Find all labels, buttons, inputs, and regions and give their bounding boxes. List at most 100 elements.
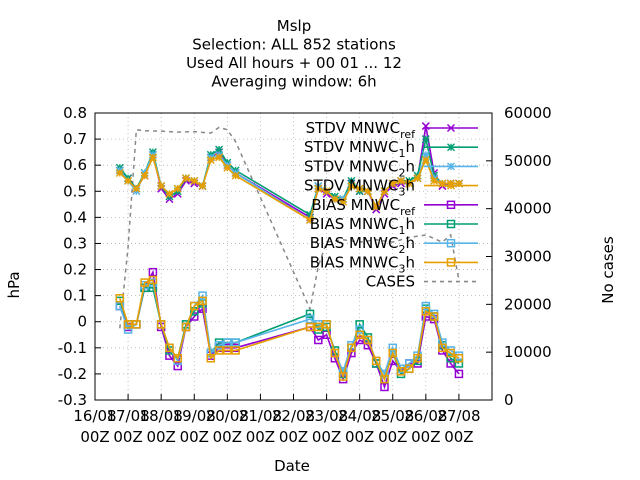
x-tick-label: 00Z xyxy=(146,428,175,446)
y-tick-label: 0.7 xyxy=(63,130,87,148)
x-tick-label: 00Z xyxy=(279,428,308,446)
series-line xyxy=(119,155,459,222)
data-point xyxy=(190,301,199,311)
y-tick-label: 0.2 xyxy=(63,261,87,279)
series-bias-mnwc-3h xyxy=(115,275,464,384)
y-tick-label: -0.2 xyxy=(58,365,87,383)
x-tick-label: 00Z xyxy=(80,428,109,446)
legend-marker xyxy=(446,200,456,210)
legend-label: STDV MNWCref xyxy=(306,119,417,141)
y2-axis-label: No cases xyxy=(599,236,617,304)
data-point xyxy=(231,346,240,355)
data-point xyxy=(215,145,224,154)
x-tick-label: 00Z xyxy=(213,428,242,446)
data-point xyxy=(215,153,224,162)
data-point xyxy=(123,320,133,329)
data-point xyxy=(214,346,224,355)
data-point xyxy=(148,275,158,285)
data-point xyxy=(223,346,232,355)
y-tick-label: -0.3 xyxy=(58,391,87,409)
data-point xyxy=(198,296,207,306)
y-tick-label: 0.1 xyxy=(63,287,87,305)
legend-label: BIAS MNWC2h xyxy=(310,234,415,256)
data-point xyxy=(347,182,356,191)
data-point xyxy=(148,153,157,162)
data-point xyxy=(421,150,430,159)
data-point xyxy=(206,155,215,164)
x-tick-label: 22/08 xyxy=(272,407,315,425)
x-tick-label: 00Z xyxy=(312,428,341,446)
data-point xyxy=(380,187,389,196)
x-tick-label: 27/08 xyxy=(437,407,480,425)
data-point xyxy=(413,174,422,183)
series-bias-mnwc-2h xyxy=(115,278,464,379)
x-tick-label: 00Z xyxy=(345,428,374,446)
legend-marker xyxy=(447,143,455,152)
data-point xyxy=(165,343,174,353)
data-point xyxy=(339,197,348,206)
data-point xyxy=(322,187,331,196)
data-point xyxy=(305,309,315,319)
data-point xyxy=(181,322,191,332)
y2-tick-label: 10000 xyxy=(504,343,552,361)
data-point xyxy=(190,176,199,185)
data-point xyxy=(330,348,340,358)
data-point xyxy=(446,359,455,368)
x-tick-label: 00Z xyxy=(444,428,473,446)
data-point xyxy=(446,354,455,363)
data-point xyxy=(380,382,389,392)
x-tick-label: 25/08 xyxy=(371,407,414,425)
legend-label: BIAS MNWCref xyxy=(311,196,416,218)
x-tick-label: 16/08 xyxy=(73,407,116,425)
data-point xyxy=(421,135,430,144)
data-point xyxy=(430,176,439,185)
data-point xyxy=(198,291,207,300)
data-point xyxy=(140,278,149,287)
y2-tick-label: 20000 xyxy=(504,295,552,313)
data-point xyxy=(181,174,190,183)
data-point xyxy=(388,179,397,188)
data-point xyxy=(306,210,315,219)
x-tick-label: 18/08 xyxy=(140,407,183,425)
data-point xyxy=(173,361,182,371)
legend-marker xyxy=(446,238,456,248)
data-point xyxy=(115,301,125,311)
data-point xyxy=(157,182,166,191)
x-tick-label: 26/08 xyxy=(404,407,447,425)
data-point xyxy=(132,320,141,329)
legend-label: STDV MNWC2h xyxy=(304,157,415,179)
data-point xyxy=(371,356,381,366)
y-axis-label: hPa xyxy=(5,271,23,298)
data-point xyxy=(223,163,232,172)
legend-marker xyxy=(447,181,455,190)
y-tick-label: 0.5 xyxy=(63,182,87,200)
data-point xyxy=(355,184,364,193)
data-point xyxy=(148,267,158,277)
data-point xyxy=(330,195,339,204)
data-point xyxy=(388,348,397,358)
legend-marker xyxy=(446,123,456,133)
data-point xyxy=(306,215,315,224)
legend-label: CASES xyxy=(366,273,415,291)
data-point xyxy=(338,372,348,381)
y-tick-label: 0 xyxy=(77,313,87,331)
data-point xyxy=(347,343,356,353)
x-tick-label: 00Z xyxy=(411,428,440,446)
x-tick-label: 20/08 xyxy=(206,407,249,425)
data-point xyxy=(446,348,455,358)
data-point xyxy=(454,359,464,368)
data-point xyxy=(421,307,431,316)
y2-tick-label: 60000 xyxy=(504,104,552,122)
title-line: Mslp xyxy=(277,17,311,35)
data-point xyxy=(429,312,439,321)
y-tick-label: 0.6 xyxy=(63,156,87,174)
data-point xyxy=(363,335,373,345)
y2-tick-label: 0 xyxy=(504,391,514,409)
x-tick-label: 00Z xyxy=(180,428,209,446)
y2-tick-label: 30000 xyxy=(504,248,552,266)
data-point xyxy=(206,354,216,363)
data-point xyxy=(132,184,141,193)
data-point xyxy=(421,301,431,311)
x-axis-label: Date xyxy=(274,457,310,475)
